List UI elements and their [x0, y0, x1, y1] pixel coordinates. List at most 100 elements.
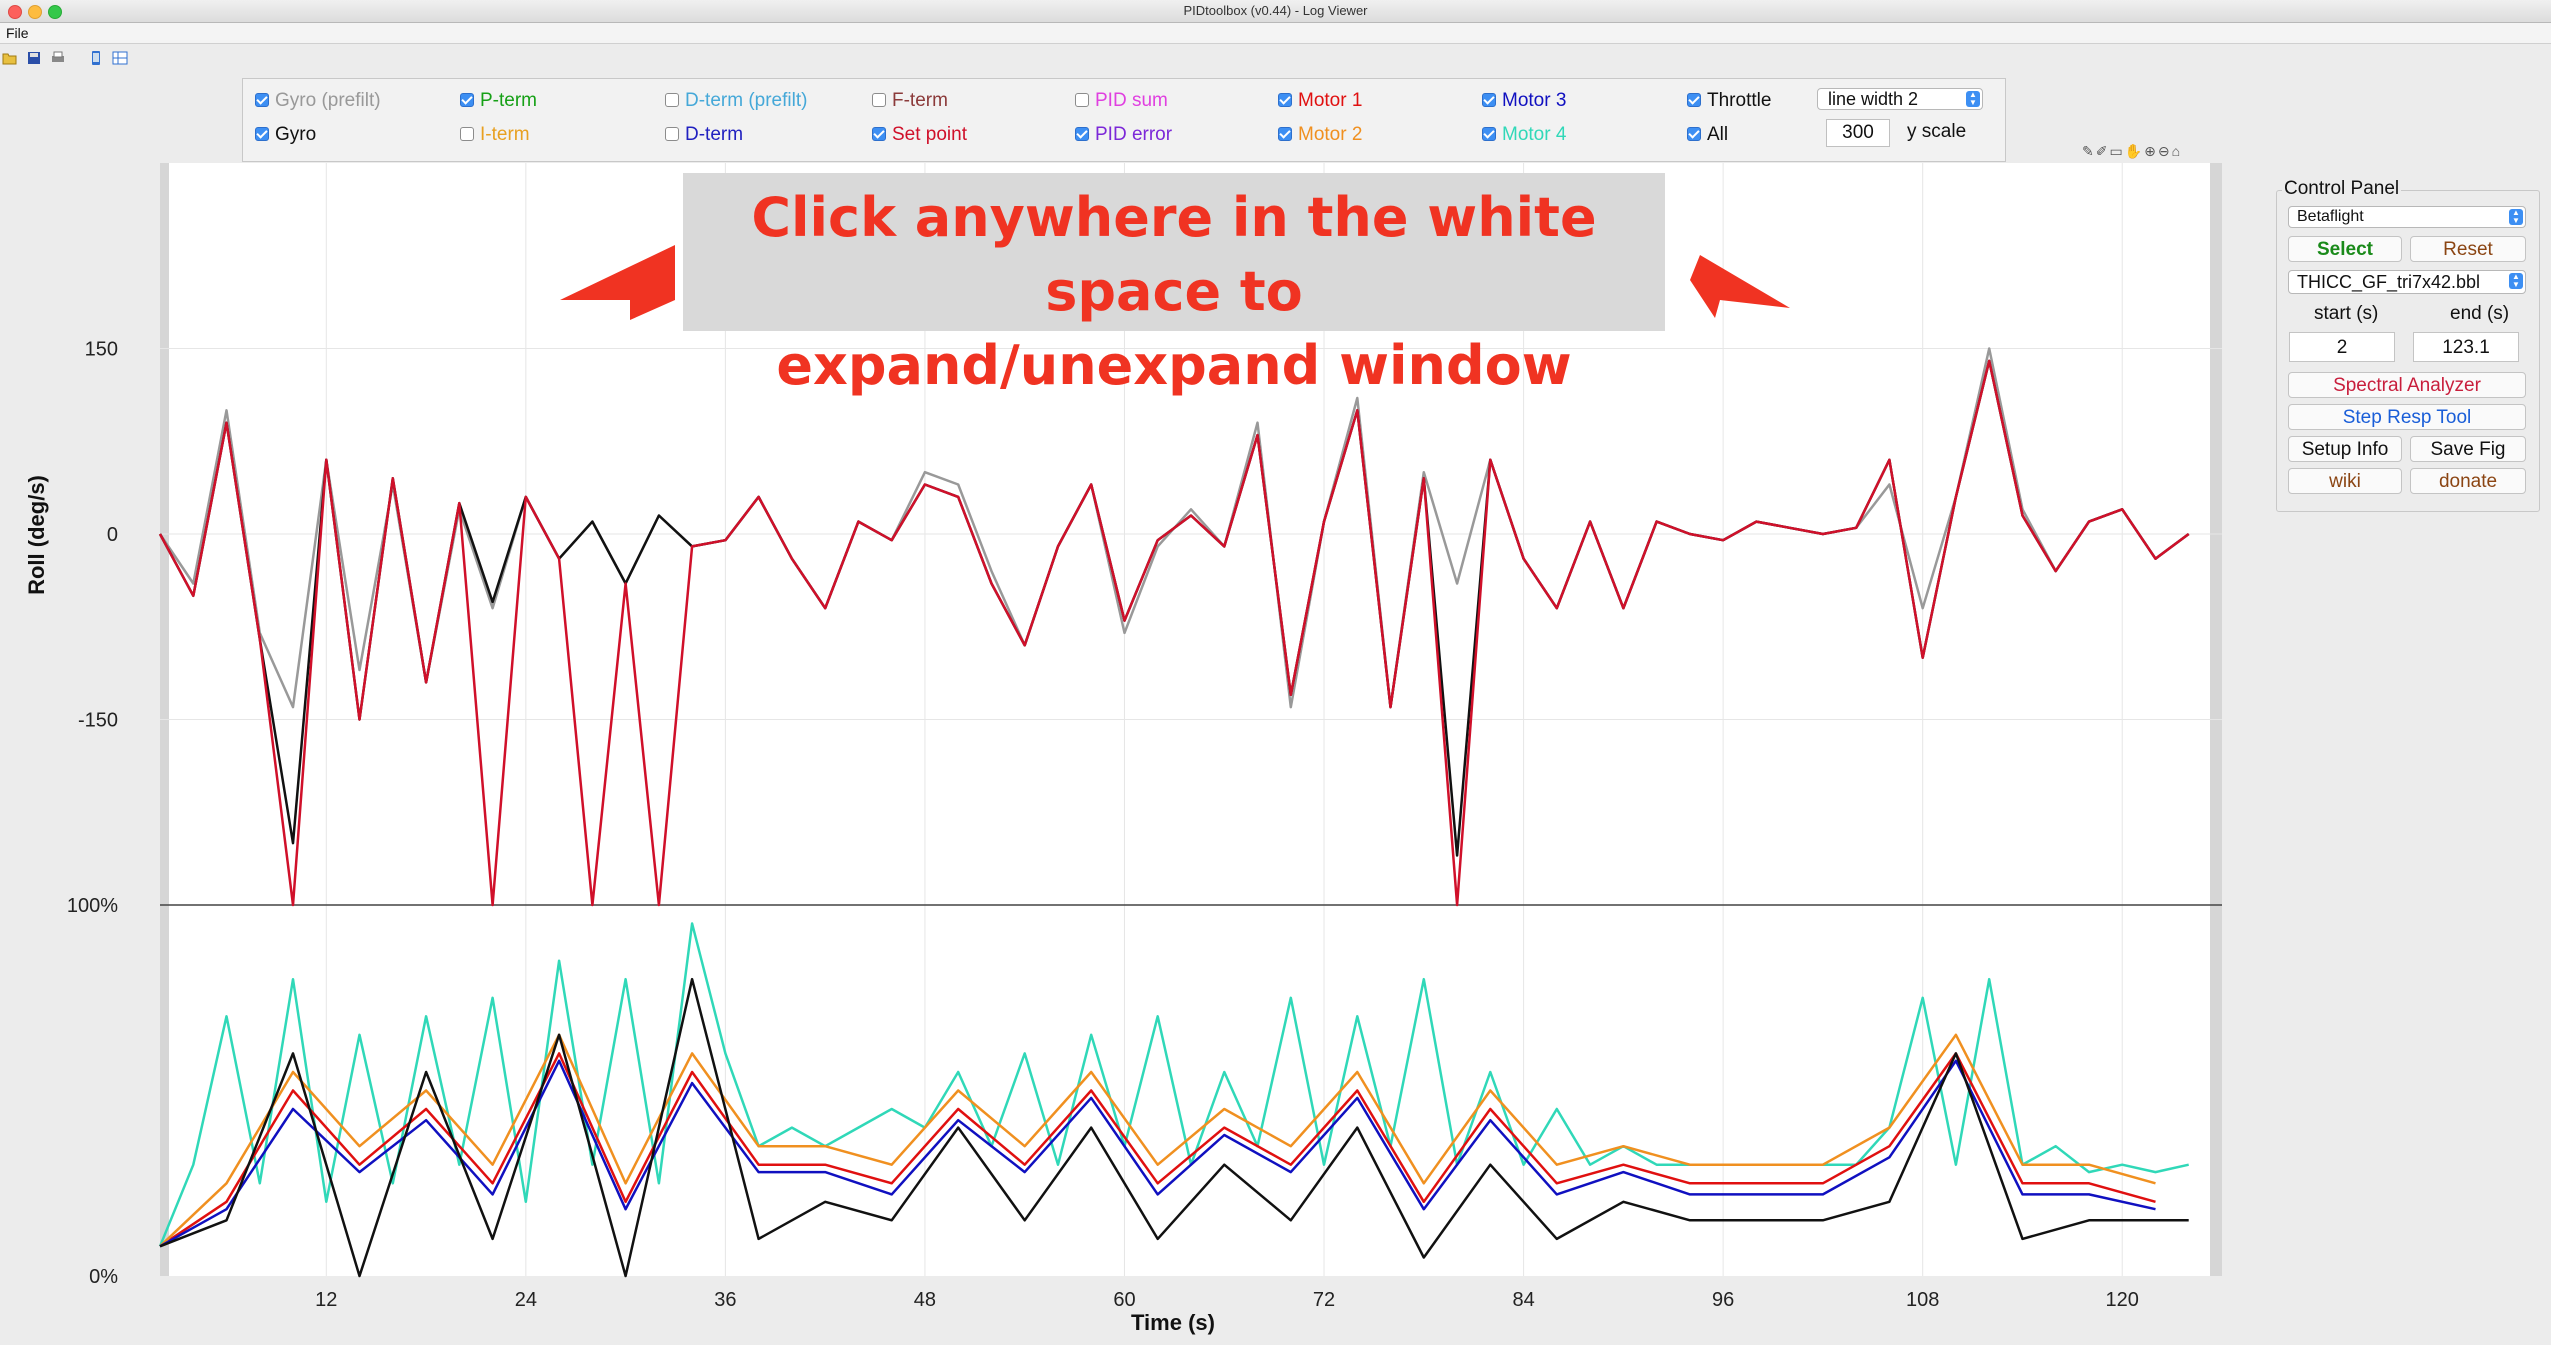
- x-axis-label: Time (s): [1131, 1310, 1215, 1335]
- file-value: THICC_GF_tri7x42.bbl: [2297, 272, 2481, 292]
- checkbox-box[interactable]: [665, 127, 679, 141]
- wiki-button[interactable]: wiki: [2288, 468, 2402, 494]
- window-title: PIDtoolbox (v0.44) - Log Viewer: [1183, 3, 1368, 18]
- checkbox-box[interactable]: [1482, 93, 1496, 107]
- minimize-window-button[interactable]: [28, 5, 42, 19]
- checkbox-motor-1[interactable]: Motor 1: [1278, 90, 1362, 112]
- x-tick-label: 96: [1712, 1289, 1734, 1311]
- checkbox-label: I-term: [480, 124, 530, 145]
- end-input[interactable]: 123.1: [2413, 332, 2519, 362]
- checkbox-f-term[interactable]: F-term: [872, 90, 948, 112]
- x-tick-label: 24: [515, 1289, 537, 1311]
- start-input[interactable]: 2: [2289, 332, 2395, 362]
- home-icon[interactable]: ⌂: [2171, 143, 2183, 159]
- checkbox-label: Motor 2: [1298, 124, 1363, 145]
- checkbox-label: Motor 1: [1298, 90, 1363, 111]
- title-bar: PIDtoolbox (v0.44) - Log Viewer: [0, 0, 2551, 23]
- menu-file[interactable]: File: [6, 25, 29, 41]
- checkbox-box[interactable]: [255, 127, 269, 141]
- checkbox-motor-4[interactable]: Motor 4: [1482, 124, 1566, 146]
- donate-button[interactable]: donate: [2410, 468, 2526, 494]
- step-resp-tool-button[interactable]: Step Resp Tool: [2288, 404, 2526, 430]
- y-tick-label: 150: [85, 339, 118, 361]
- checkbox-label: Gyro (prefilt): [275, 90, 381, 111]
- datatip-icon[interactable]: ▭: [2109, 143, 2125, 159]
- chevron-updown-icon: ▲ ▼: [2509, 209, 2523, 225]
- checkbox-motor-2[interactable]: Motor 2: [1278, 124, 1362, 146]
- x-tick-label: 72: [1313, 1289, 1335, 1311]
- menu-bar: File: [0, 23, 2551, 44]
- chevron-updown-icon: ▲ ▼: [1966, 91, 1980, 107]
- y-tick-label: 0: [107, 524, 118, 546]
- brush-icon[interactable]: ✐: [2095, 143, 2110, 159]
- zoom-in-icon[interactable]: ⊕: [2144, 143, 2158, 159]
- motor-plot: [158, 922, 2189, 1278]
- yscale-input[interactable]: 300: [1826, 119, 1890, 147]
- checkbox-gyro[interactable]: Gyro: [255, 124, 316, 146]
- select-button[interactable]: Select: [2288, 236, 2402, 262]
- print-icon[interactable]: [50, 50, 66, 66]
- zoom-out-icon[interactable]: ⊖: [2157, 143, 2172, 159]
- checkbox-all[interactable]: All: [1687, 124, 1728, 146]
- checkbox-box[interactable]: [872, 93, 886, 107]
- setup-info-button[interactable]: Setup Info: [2288, 436, 2402, 462]
- checkbox-d-term-prefilt[interactable]: D-term (prefilt): [665, 90, 807, 112]
- checkbox-box[interactable]: [255, 93, 269, 107]
- y-axis-label: Roll (deg/s): [24, 475, 49, 595]
- pan-icon[interactable]: ✋: [2124, 143, 2145, 159]
- firmware-select[interactable]: Betaflight ▲ ▼: [2288, 206, 2526, 228]
- y-tick-label: 100%: [67, 895, 118, 917]
- annotation-line2: expand/unexpand window: [776, 334, 1572, 397]
- checkbox-label: F-term: [892, 90, 948, 111]
- checkbox-label: Gyro: [275, 124, 317, 145]
- spectral-analyzer-button[interactable]: Spectral Analyzer: [2288, 372, 2526, 398]
- series-set-point: [158, 359, 2190, 907]
- file-select[interactable]: THICC_GF_tri7x42.bbl ▲ ▼: [2288, 270, 2526, 294]
- checkbox-i-term[interactable]: I-term: [460, 124, 530, 146]
- checkbox-label: D-term: [685, 124, 744, 145]
- checkbox-box[interactable]: [665, 93, 679, 107]
- trace-options-panel: [242, 78, 2006, 162]
- line-width-select[interactable]: line width 2 ▲ ▼: [1817, 88, 1983, 110]
- control-panel-title: Control Panel: [2282, 178, 2402, 200]
- save-fig-button[interactable]: Save Fig: [2410, 436, 2526, 462]
- series-throttle: [159, 977, 2189, 1278]
- checkbox-box[interactable]: [1075, 127, 1089, 141]
- checkbox-box[interactable]: [460, 93, 474, 107]
- open-icon[interactable]: [2, 50, 18, 66]
- checkbox-box[interactable]: [872, 127, 886, 141]
- checkbox-motor-3[interactable]: Motor 3: [1482, 90, 1566, 112]
- phone-icon[interactable]: [88, 50, 104, 66]
- checkbox-d-term[interactable]: D-term: [665, 124, 743, 146]
- checkbox-pid-sum[interactable]: PID sum: [1075, 90, 1168, 112]
- checkbox-label: Motor 4: [1502, 124, 1567, 145]
- reset-button[interactable]: Reset: [2410, 236, 2526, 262]
- yscale-label: y scale: [1907, 121, 1967, 142]
- axes-toolbar: ✎✐▭✋⊕⊖⌂: [2082, 143, 2182, 160]
- x-tick-label: 48: [914, 1289, 936, 1311]
- checkbox-label: P-term: [480, 90, 537, 111]
- checkbox-throttle[interactable]: Throttle: [1687, 90, 1771, 112]
- x-tick-label: 36: [714, 1289, 736, 1311]
- checkbox-gyro-prefilt[interactable]: Gyro (prefilt): [255, 90, 381, 112]
- close-window-button[interactable]: [8, 5, 22, 19]
- checkbox-label: D-term (prefilt): [685, 90, 808, 111]
- checkbox-box[interactable]: [1278, 93, 1292, 107]
- checkbox-box[interactable]: [1687, 127, 1701, 141]
- save-icon[interactable]: [26, 50, 42, 66]
- checkbox-label: Set point: [892, 124, 967, 145]
- checkbox-pid-error[interactable]: PID error: [1075, 124, 1172, 146]
- annotation-text: Click anywhere in the white space to exp…: [683, 181, 1665, 403]
- edit-icon[interactable]: ✎: [2082, 143, 2096, 159]
- checkbox-p-term[interactable]: P-term: [460, 90, 537, 112]
- checkbox-box[interactable]: [1482, 127, 1496, 141]
- checkbox-box[interactable]: [1075, 93, 1089, 107]
- checkbox-box[interactable]: [1278, 127, 1292, 141]
- zoom-window-button[interactable]: [48, 5, 62, 19]
- checkbox-set-point[interactable]: Set point: [872, 124, 967, 146]
- layout-icon[interactable]: [112, 50, 128, 66]
- checkbox-box[interactable]: [460, 127, 474, 141]
- annotation-line1: Click anywhere in the white space to: [751, 186, 1597, 323]
- checkbox-box[interactable]: [1687, 93, 1701, 107]
